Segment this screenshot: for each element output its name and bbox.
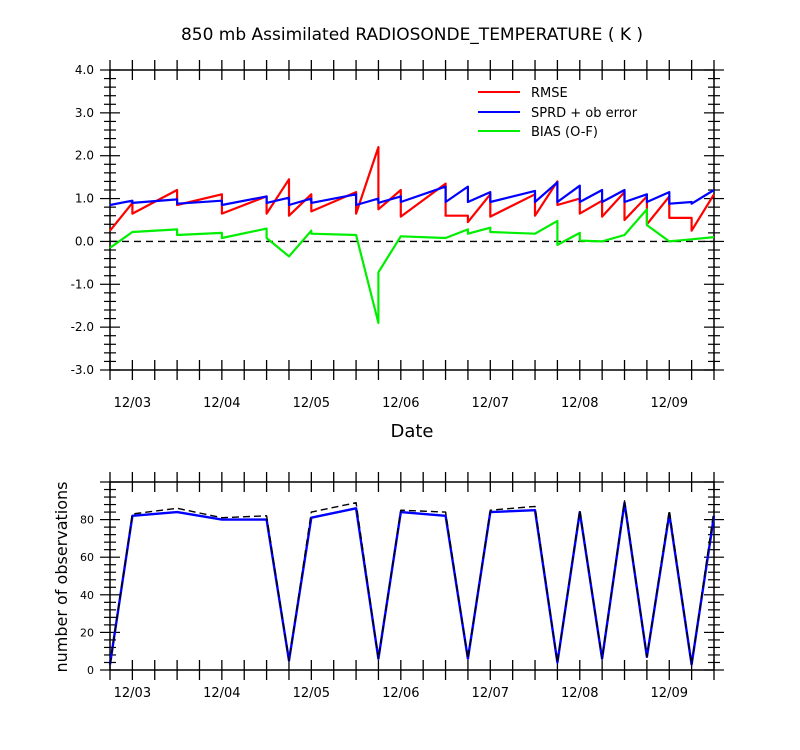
y-tick-label: 1.0: [75, 192, 94, 206]
obs-y-tick-label: 20: [80, 626, 94, 639]
obs-x-tick-label: 12/03: [114, 686, 151, 701]
y-tick-label: -1.0: [71, 277, 94, 291]
bottom-plot-frame: [109, 481, 715, 671]
rmse-line: [109, 146, 715, 232]
obs-y-tick-label: 60: [80, 551, 94, 564]
x-tick-label: 12/05: [293, 396, 330, 411]
y-tick-label: 2.0: [75, 149, 94, 163]
x-tick-label: 12/04: [203, 396, 240, 411]
x-tick-label: 12/06: [382, 396, 419, 411]
y-tick-label: 0.0: [75, 234, 94, 248]
legend-bias-label: BIAS (O-F): [531, 125, 598, 140]
x-tick-label: 12/03: [114, 396, 151, 411]
y-tick-label: 4.0: [75, 63, 94, 77]
obs-x-tick-label: 12/04: [203, 686, 240, 701]
y-tick-label: -2.0: [71, 320, 94, 334]
x-axis-label: Date: [390, 421, 433, 442]
legend-rmse-label: RMSE: [531, 86, 568, 101]
x-tick-label: 12/07: [472, 396, 509, 411]
obs-y-tick-label: 40: [80, 589, 94, 602]
total-obs-line: [109, 500, 715, 666]
obs-x-tick-label: 12/08: [561, 686, 598, 701]
chart-title: 850 mb Assimilated RADIOSONDE_TEMPERATUR…: [181, 25, 643, 45]
y-tick-label: 3.0: [75, 106, 94, 120]
top-plot-frame: [109, 69, 715, 371]
obs-x-tick-label: 12/07: [472, 686, 509, 701]
legend-sprd-label: SPRD + ob error: [531, 106, 638, 121]
obs-y-tick-label: 0: [87, 664, 94, 677]
x-tick-label: 12/08: [561, 396, 598, 411]
assimilated-obs-line: [108, 501, 716, 666]
obs-y-tick-label: 80: [80, 514, 94, 527]
bottom-plot-area: 0 20 40 60 80 12/03 12/04 12/05 12/06 12/07 12/08 1…: [80, 472, 724, 701]
y-axis-label: number of observations: [52, 482, 71, 673]
sprd-ob-error-line: [109, 181, 715, 207]
top-plot-area: -3.0 -2.0 -1.0 0.0 1.0 2.0 3.0 4.0 12/03 12/04 12/…: [71, 60, 724, 411]
bias-line: [109, 208, 715, 324]
obs-x-tick-label: 12/06: [382, 686, 419, 701]
obs-x-tick-label: 12/05: [293, 686, 330, 701]
obs-x-tick-label: 12/09: [651, 686, 688, 701]
x-tick-label: 12/09: [651, 396, 688, 411]
y-tick-label: -3.0: [71, 363, 94, 377]
